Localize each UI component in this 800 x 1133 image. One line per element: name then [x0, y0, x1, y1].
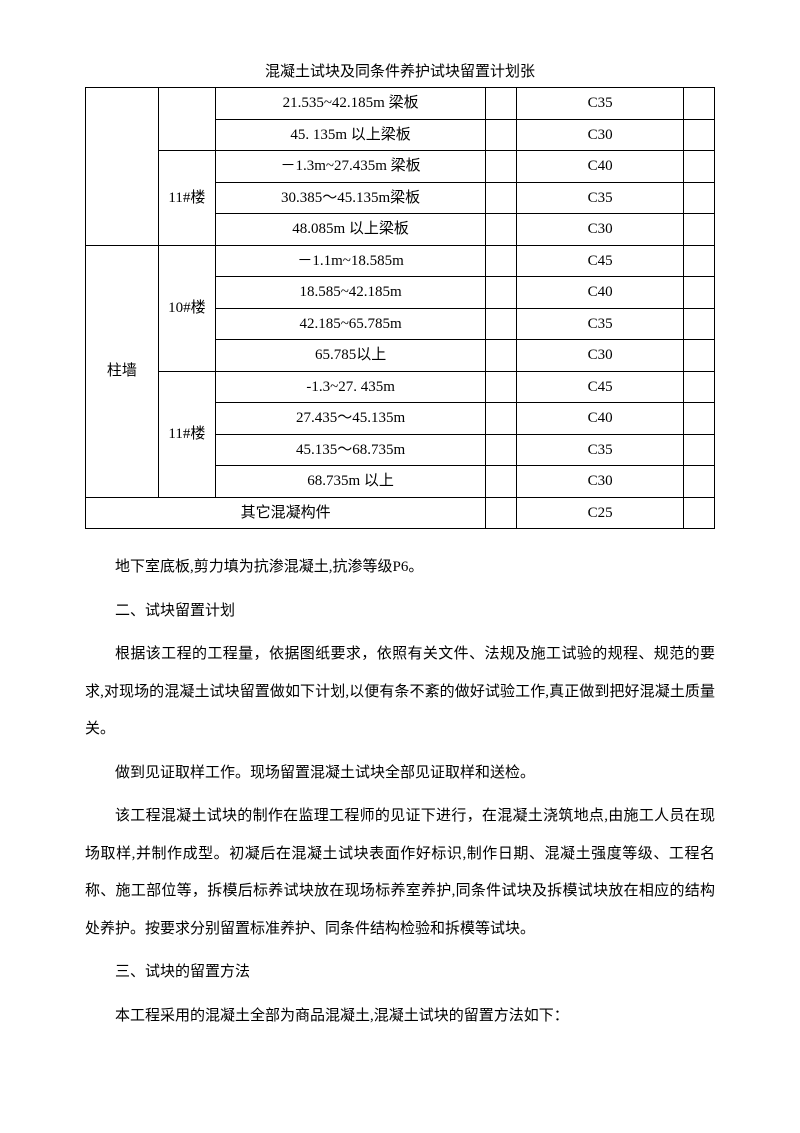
cell-grade: C25 [517, 497, 683, 529]
cell-range: 21.535~42.185m 梁板 [215, 88, 485, 120]
cell-empty [486, 214, 517, 246]
cell-empty [683, 119, 714, 151]
cell-empty [683, 403, 714, 435]
section-heading: 二、试块留置计划 [85, 593, 715, 631]
table-row: 其它混凝构件 C25 [86, 497, 715, 529]
cell-grade: C35 [517, 434, 683, 466]
cell-empty [683, 88, 714, 120]
cell-empty [486, 88, 517, 120]
cell-empty [683, 371, 714, 403]
cell-range: 45. 135m 以上梁板 [215, 119, 485, 151]
cell-empty [683, 308, 714, 340]
page-title: 混凝土试块及同条件养护试块留置计划张 [85, 60, 715, 81]
cell-building: 11#楼 [158, 151, 215, 246]
cell-empty [486, 466, 517, 498]
table-row: 11#楼 －1.3m~27.435m 梁板 C40 [86, 151, 715, 183]
cell-empty [486, 182, 517, 214]
table-row: 21.535~42.185m 梁板 C35 [86, 88, 715, 120]
cell-range: 30.385～45.135m梁板 [215, 182, 485, 214]
paragraph: 该工程混凝土试块的制作在监理工程师的见证下进行，在混凝土浇筑地点,由施工人员在现… [85, 798, 715, 948]
cell-empty [486, 434, 517, 466]
cell-empty [486, 308, 517, 340]
cell-category: 柱墙 [86, 245, 159, 497]
cell-grade: C35 [517, 88, 683, 120]
cell-empty [683, 214, 714, 246]
cell-grade: C30 [517, 340, 683, 372]
cell-empty [486, 403, 517, 435]
cell-grade: C45 [517, 245, 683, 277]
cell-grade: C40 [517, 277, 683, 309]
cell-range: 48.085m 以上梁板 [215, 214, 485, 246]
cell-empty [683, 466, 714, 498]
cell-empty [683, 277, 714, 309]
cell-range: 42.185~65.785m [215, 308, 485, 340]
cell-range: 68.735m 以上 [215, 466, 485, 498]
section-heading: 三、试块的留置方法 [85, 954, 715, 992]
cell-empty [683, 182, 714, 214]
cell-grade: C30 [517, 214, 683, 246]
cell-empty [683, 434, 714, 466]
cell-range: 45.135～68.735m [215, 434, 485, 466]
cell-empty [486, 371, 517, 403]
paragraph: 地下室底板,剪力填为抗渗混凝土,抗渗等级P6。 [85, 549, 715, 587]
paragraph: 本工程采用的混凝土全部为商品混凝土,混凝土试块的留置方法如下： [85, 998, 715, 1036]
cell-range: 65.785以上 [215, 340, 485, 372]
cell-building-empty [158, 88, 215, 151]
table-row: 11#楼 -1.3~27. 435m C45 [86, 371, 715, 403]
cell-empty [486, 277, 517, 309]
cell-category-empty [86, 88, 159, 246]
paragraph: 根据该工程的工程量，依据图纸要求，依照有关文件、法规及施工试验的规程、规范的要求… [85, 636, 715, 749]
cell-grade: C30 [517, 119, 683, 151]
cell-range: －1.3m~27.435m 梁板 [215, 151, 485, 183]
cell-empty [486, 340, 517, 372]
cell-range: -1.3~27. 435m [215, 371, 485, 403]
paragraph: 做到见证取样工作。现场留置混凝土试块全部见证取样和送检。 [85, 755, 715, 793]
cell-building: 11#楼 [158, 371, 215, 497]
cell-range: 27.435～45.135m [215, 403, 485, 435]
cell-empty [683, 340, 714, 372]
cell-other: 其它混凝构件 [86, 497, 486, 529]
concrete-grade-table: 21.535~42.185m 梁板 C35 45. 135m 以上梁板 C30 … [85, 87, 715, 529]
cell-range: －1.1m~18.585m [215, 245, 485, 277]
cell-grade: C30 [517, 466, 683, 498]
cell-empty [486, 497, 517, 529]
cell-building: 10#楼 [158, 245, 215, 371]
cell-empty [683, 245, 714, 277]
cell-empty [486, 119, 517, 151]
cell-empty [486, 151, 517, 183]
cell-grade: C35 [517, 182, 683, 214]
cell-grade: C45 [517, 371, 683, 403]
cell-empty [486, 245, 517, 277]
cell-range: 18.585~42.185m [215, 277, 485, 309]
cell-grade: C40 [517, 403, 683, 435]
table-row: 柱墙 10#楼 －1.1m~18.585m C45 [86, 245, 715, 277]
cell-empty [683, 151, 714, 183]
cell-grade: C35 [517, 308, 683, 340]
cell-empty [683, 497, 714, 529]
cell-grade: C40 [517, 151, 683, 183]
